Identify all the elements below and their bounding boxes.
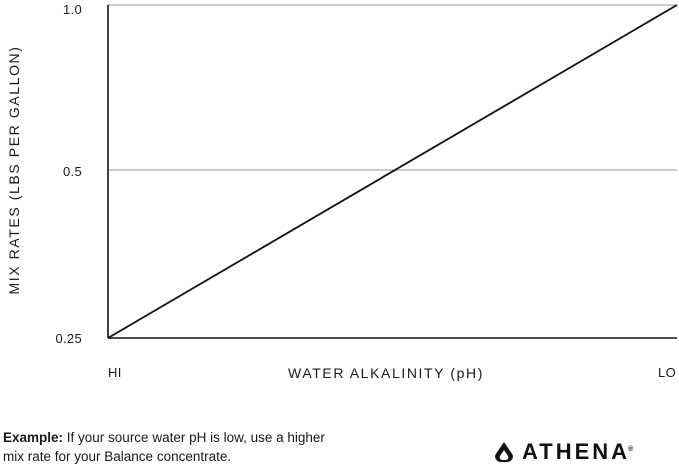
series-line — [107, 4, 678, 339]
x-tick-label: LO — [658, 365, 676, 380]
example-text: If your source water pH is low, use a hi… — [3, 430, 325, 464]
chart: 0.25 0.5 1.0 HI LO WATER ALKALINITY (pH)… — [6, 2, 678, 381]
registered-mark: ® — [628, 445, 637, 453]
brand-logo: ATHENA® — [494, 439, 636, 465]
y-tick-label: 0.25 — [55, 331, 82, 346]
x-tick-label: HI — [108, 365, 122, 380]
brand-name: ATHENA® — [522, 439, 637, 464]
flame-icon — [495, 442, 513, 462]
y-axis-title: MIX RATES (LBS PER GALLON) — [6, 45, 22, 294]
y-tick-label: 0.5 — [63, 164, 82, 179]
example-note: Example: If your source water pH is low,… — [3, 428, 348, 466]
example-label: Example: — [3, 430, 64, 445]
x-axis-title: WATER ALKALINITY (pH) — [288, 365, 484, 381]
y-tick-label: 1.0 — [63, 2, 82, 17]
